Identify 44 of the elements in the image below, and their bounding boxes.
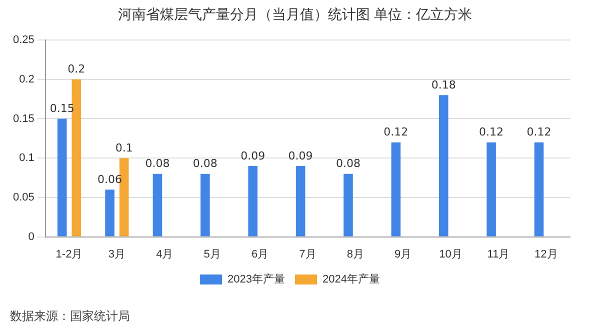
y-tick-label: 0.1 xyxy=(19,152,34,164)
data-label: 0.08 xyxy=(145,157,170,170)
data-label: 0.1 xyxy=(115,141,133,154)
x-tick-label: 10月 xyxy=(439,248,462,260)
bar xyxy=(534,142,544,236)
data-label: 0.08 xyxy=(192,157,218,170)
x-tick-label: 5月 xyxy=(204,248,221,260)
chart-title: 河南省煤层气产量分月（当月值）统计图 单位：亿立方米 xyxy=(116,6,474,24)
y-tick-label: 0 xyxy=(28,230,34,243)
x-tick-label: 1-2月 xyxy=(56,248,83,260)
x-tick-label: 3月 xyxy=(108,248,126,260)
y-tick-label: 0.15 xyxy=(12,112,34,125)
bar xyxy=(200,174,210,236)
y-tick-label: 0.05 xyxy=(12,191,34,204)
data-label: 0.2 xyxy=(68,62,86,76)
legend-label: 2024年产量 xyxy=(322,272,380,286)
data-label: 0.12 xyxy=(479,126,504,139)
x-tick-label: 12月 xyxy=(534,248,558,260)
y-tick-label: 0.2 xyxy=(19,73,34,86)
bar xyxy=(248,166,258,236)
bar xyxy=(105,190,114,236)
source-note: 数据来源：国家统计局 xyxy=(10,308,130,325)
bar xyxy=(438,95,448,236)
x-tick-label: 11月 xyxy=(487,248,510,260)
x-tick-label: 7月 xyxy=(299,248,316,260)
x-tick-label: 9月 xyxy=(394,248,412,260)
bar xyxy=(344,174,353,236)
legend-label: 2023年产量 xyxy=(228,272,286,286)
data-label: 0.12 xyxy=(384,126,408,139)
bar xyxy=(391,142,401,236)
x-tick-label: 6月 xyxy=(251,248,269,260)
bar xyxy=(72,79,82,236)
data-label: 0.09 xyxy=(240,149,266,162)
bar xyxy=(296,166,306,236)
data-label: 0.08 xyxy=(336,157,360,170)
data-label: 0.12 xyxy=(526,126,552,139)
bar xyxy=(486,142,496,236)
bar xyxy=(57,118,67,236)
y-tick-label: 0.25 xyxy=(12,34,34,46)
bar xyxy=(152,174,162,236)
data-label: 0.09 xyxy=(288,149,313,162)
x-tick-label: 8月 xyxy=(346,248,364,260)
x-tick-label: 4月 xyxy=(156,248,174,260)
data-label: 0.18 xyxy=(431,78,456,92)
